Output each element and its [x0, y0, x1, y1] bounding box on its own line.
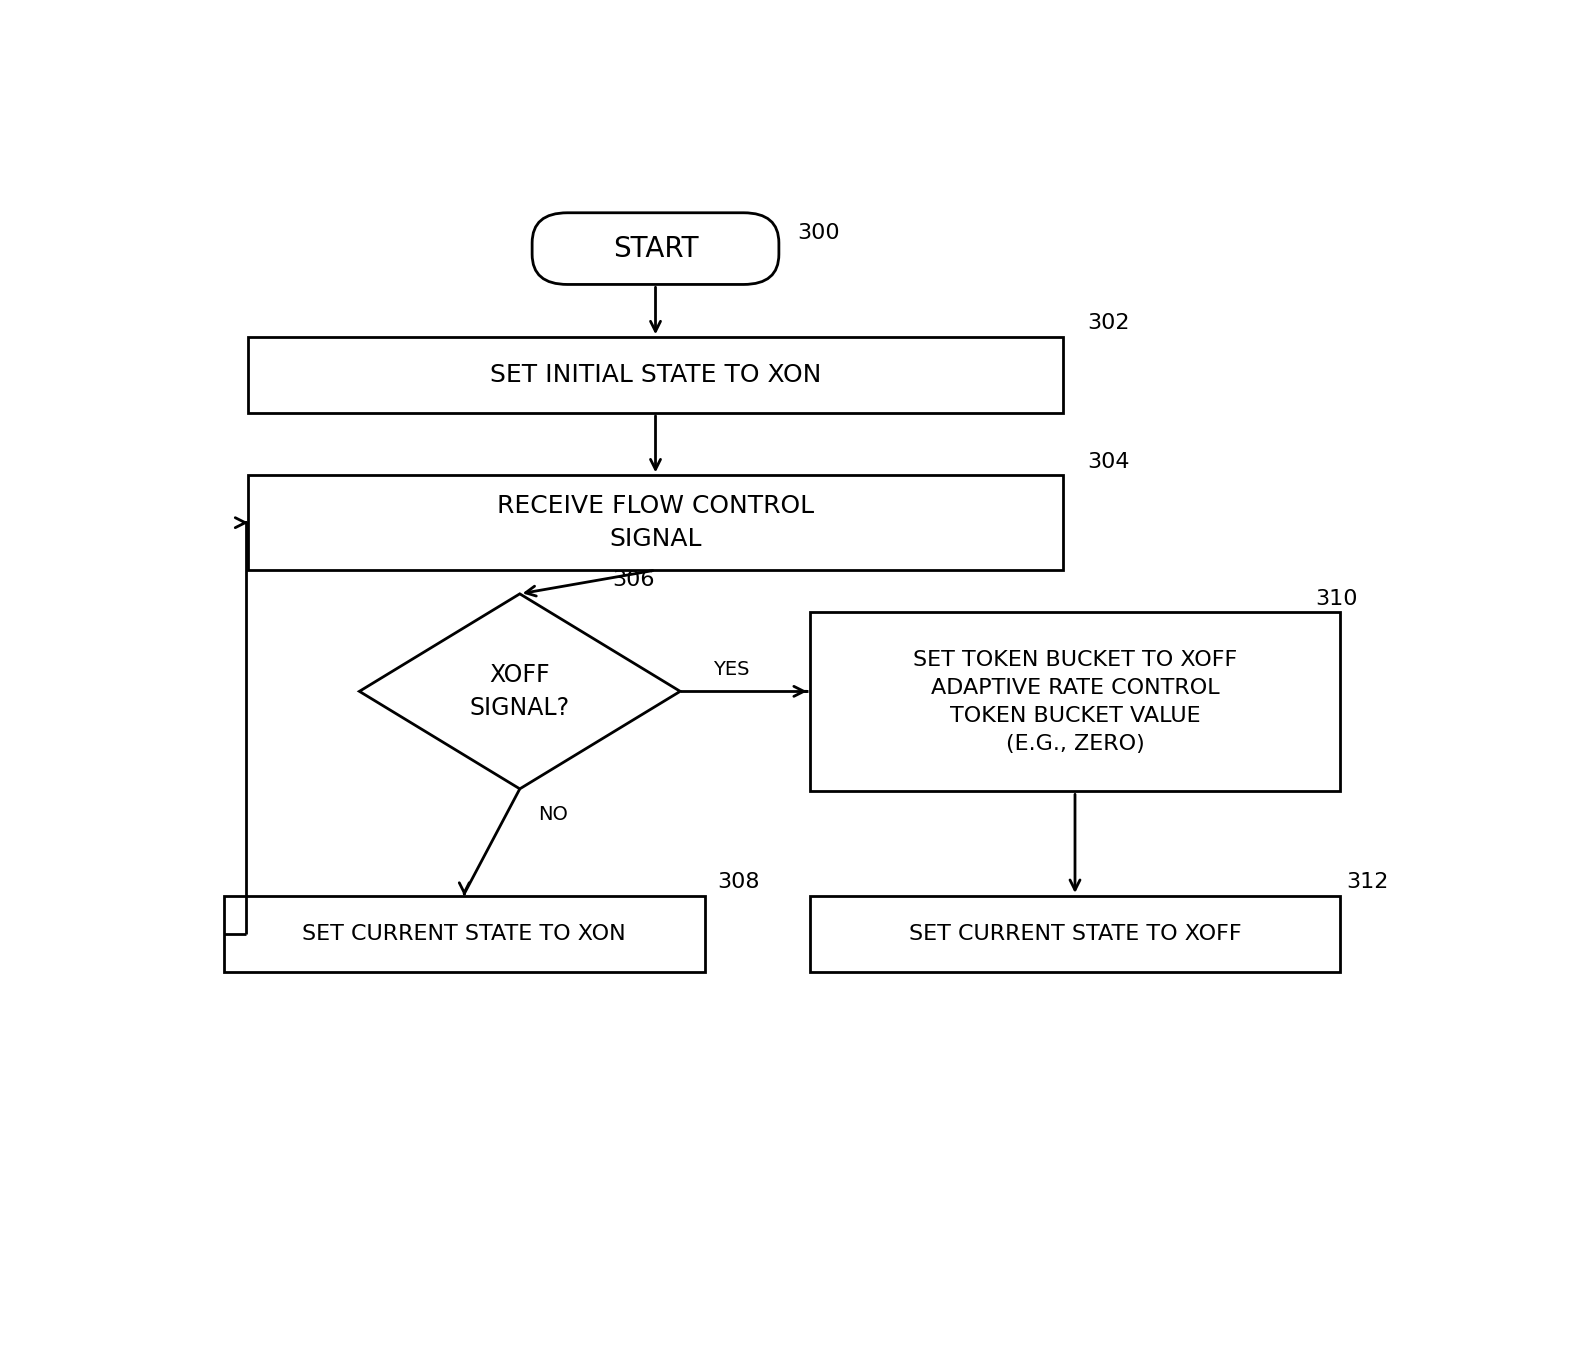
Text: 310: 310	[1315, 589, 1358, 609]
Bar	[810, 895, 1340, 972]
Bar	[223, 895, 705, 972]
Text: 300: 300	[798, 223, 841, 244]
Text: SET TOKEN BUCKET TO XOFF
ADAPTIVE RATE CONTROL
TOKEN BUCKET VALUE
(E.G., ZERO): SET TOKEN BUCKET TO XOFF ADAPTIVE RATE C…	[912, 650, 1237, 754]
Text: NO: NO	[538, 805, 568, 824]
Bar	[810, 612, 1340, 791]
Text: XOFF
SIGNAL?: XOFF SIGNAL?	[470, 663, 570, 720]
Text: START: START	[613, 234, 699, 263]
Bar	[248, 337, 1062, 413]
Text: 306: 306	[613, 570, 654, 590]
Text: 312: 312	[1347, 872, 1388, 891]
Text: RECEIVE FLOW CONTROL
SIGNAL: RECEIVE FLOW CONTROL SIGNAL	[497, 494, 814, 552]
FancyBboxPatch shape	[532, 212, 778, 285]
Text: 302: 302	[1087, 314, 1130, 333]
Polygon shape	[360, 594, 680, 789]
Text: SET CURRENT STATE TO XON: SET CURRENT STATE TO XON	[302, 924, 626, 943]
Text: 308: 308	[716, 872, 759, 891]
Text: 304: 304	[1087, 452, 1130, 472]
Text: SET CURRENT STATE TO XOFF: SET CURRENT STATE TO XOFF	[909, 924, 1242, 943]
Text: YES: YES	[713, 660, 750, 679]
Text: SET INITIAL STATE TO XON: SET INITIAL STATE TO XON	[490, 363, 821, 387]
Bar	[248, 475, 1062, 570]
